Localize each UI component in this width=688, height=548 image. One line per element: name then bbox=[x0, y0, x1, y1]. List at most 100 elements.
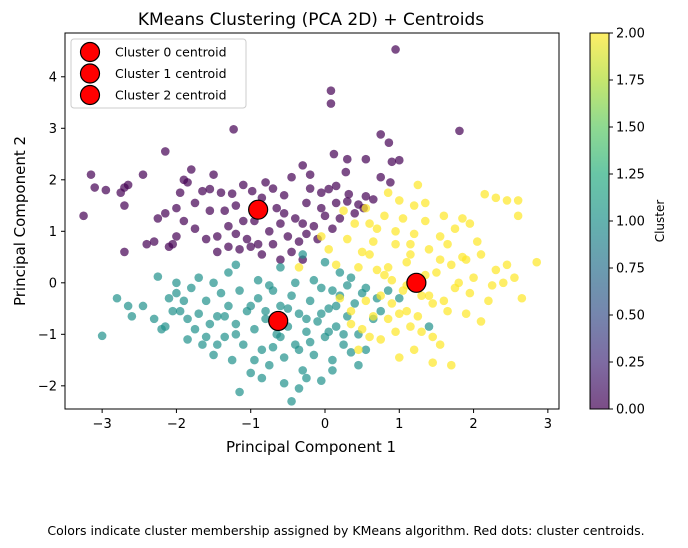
cluster-0-point bbox=[175, 188, 185, 197]
x-tick-label: 3 bbox=[544, 417, 552, 432]
cluster-0-point bbox=[253, 239, 263, 249]
cluster-0-point bbox=[287, 247, 296, 257]
cluster-0-point bbox=[212, 232, 222, 241]
cluster-2-point bbox=[491, 193, 501, 203]
cluster-1-point bbox=[246, 368, 256, 378]
cluster-1-point bbox=[283, 304, 293, 313]
cluster-2-point bbox=[391, 327, 400, 337]
cluster-1-point bbox=[305, 296, 315, 306]
legend-label: Cluster 0 centroid bbox=[115, 45, 227, 60]
cluster-2-point bbox=[391, 227, 400, 236]
cluster-1-point bbox=[194, 309, 204, 319]
cluster-0-point bbox=[302, 229, 311, 239]
cluster-2-point bbox=[487, 281, 497, 290]
cluster-0-point bbox=[201, 234, 211, 244]
cluster-0-point bbox=[272, 203, 282, 213]
legend-box bbox=[70, 38, 247, 109]
cluster-0-point bbox=[123, 180, 133, 190]
cluster-1-point bbox=[276, 332, 285, 342]
cluster-1-point bbox=[302, 373, 311, 383]
cluster-2-point bbox=[476, 317, 486, 326]
cluster-0-point bbox=[287, 172, 296, 182]
cluster-2-point bbox=[502, 196, 512, 205]
colorbar-tick-label: 0.75 bbox=[616, 262, 645, 277]
cluster-0-point bbox=[298, 161, 308, 170]
cluster-1-point bbox=[361, 283, 371, 293]
cluster-2-point bbox=[346, 319, 356, 329]
colorbar-label: Cluster bbox=[653, 200, 667, 243]
cluster-1-point bbox=[164, 293, 174, 303]
cluster-2-point bbox=[472, 237, 482, 246]
cluster-2-point bbox=[439, 296, 449, 306]
cluster-2-point bbox=[372, 224, 382, 234]
cluster-2-point bbox=[387, 299, 397, 308]
cluster-2-point bbox=[394, 309, 404, 319]
cluster-1-point bbox=[220, 311, 230, 321]
colorbar-tick-label: 2.00 bbox=[616, 27, 645, 42]
cluster-2-point bbox=[335, 293, 345, 303]
cluster-2-point bbox=[443, 239, 452, 249]
cluster-1-point bbox=[294, 345, 304, 355]
cluster-1-point bbox=[220, 332, 230, 342]
y-tick-label: 1 bbox=[49, 225, 57, 240]
cluster-2-point bbox=[380, 211, 389, 221]
cluster-1-point bbox=[331, 301, 341, 311]
cluster-2-point bbox=[498, 278, 508, 288]
cluster-0-point bbox=[320, 211, 330, 221]
plot-area: −3 −2 −1 0 1 2 3 −2 −1 0 1 2 3 4 bbox=[38, 32, 560, 432]
chart-title: KMeans Clustering (PCA 2D) + Centroids bbox=[138, 10, 484, 30]
legend-marker bbox=[79, 63, 101, 84]
colorbar-tick-label: 1.00 bbox=[616, 215, 645, 230]
cluster-0-point bbox=[149, 237, 159, 246]
cluster-0-point bbox=[224, 242, 233, 252]
cluster-1-point bbox=[127, 311, 137, 321]
x-axis-label: Principal Component 1 bbox=[226, 438, 396, 456]
cluster-1-centroid bbox=[268, 310, 289, 332]
cluster-1-point bbox=[250, 324, 259, 334]
cluster-2-point bbox=[502, 260, 512, 270]
legend-label: Cluster 1 centroid bbox=[115, 66, 227, 81]
cluster-0-point bbox=[190, 224, 200, 234]
cluster-2-point bbox=[450, 224, 460, 234]
cluster-0-point bbox=[361, 191, 371, 201]
cluster-1-point bbox=[257, 373, 267, 383]
cluster-2-point bbox=[435, 232, 445, 241]
cluster-1-point bbox=[264, 360, 274, 370]
cluster-0-point bbox=[368, 195, 378, 204]
cluster-2-point bbox=[428, 358, 438, 367]
cluster-2-point bbox=[476, 250, 486, 259]
colorbar-tick-label: 1.25 bbox=[616, 168, 645, 183]
cluster-1-point bbox=[257, 345, 267, 355]
cluster-0-point bbox=[342, 197, 352, 206]
colorbar-tick-label: 1.50 bbox=[616, 121, 645, 136]
cluster-2-point bbox=[465, 219, 475, 228]
cluster-1-point bbox=[261, 306, 270, 316]
cluster-2-point bbox=[446, 260, 456, 270]
cluster-2-point bbox=[424, 245, 434, 254]
cluster-2-point bbox=[346, 306, 356, 316]
cluster-1-point bbox=[361, 345, 371, 355]
cluster-1-point bbox=[309, 350, 319, 360]
cluster-0-point bbox=[350, 208, 360, 218]
cluster-0-point bbox=[247, 186, 257, 196]
cluster-2-point bbox=[443, 306, 452, 316]
cluster-0-point bbox=[229, 125, 238, 134]
cluster-0-point bbox=[268, 239, 278, 249]
cluster-1-point bbox=[231, 319, 241, 329]
cluster-1-point bbox=[298, 250, 308, 259]
cluster-2-point bbox=[435, 340, 445, 349]
cluster-1-point bbox=[279, 353, 289, 362]
cluster-1-point bbox=[190, 324, 200, 334]
cluster-1-point bbox=[328, 355, 337, 365]
cluster-0-point bbox=[305, 184, 315, 193]
cluster-0-point bbox=[86, 170, 96, 179]
cluster-2-point bbox=[402, 306, 412, 316]
cluster-0-point bbox=[305, 170, 315, 179]
cluster-0-point bbox=[335, 214, 345, 223]
cluster-1-point bbox=[328, 286, 337, 295]
cluster-2-point bbox=[465, 288, 475, 298]
cluster-0-point bbox=[101, 185, 111, 195]
cluster-1-point bbox=[328, 366, 337, 375]
cluster-0-point bbox=[276, 255, 285, 264]
cluster-0-point bbox=[235, 245, 244, 254]
